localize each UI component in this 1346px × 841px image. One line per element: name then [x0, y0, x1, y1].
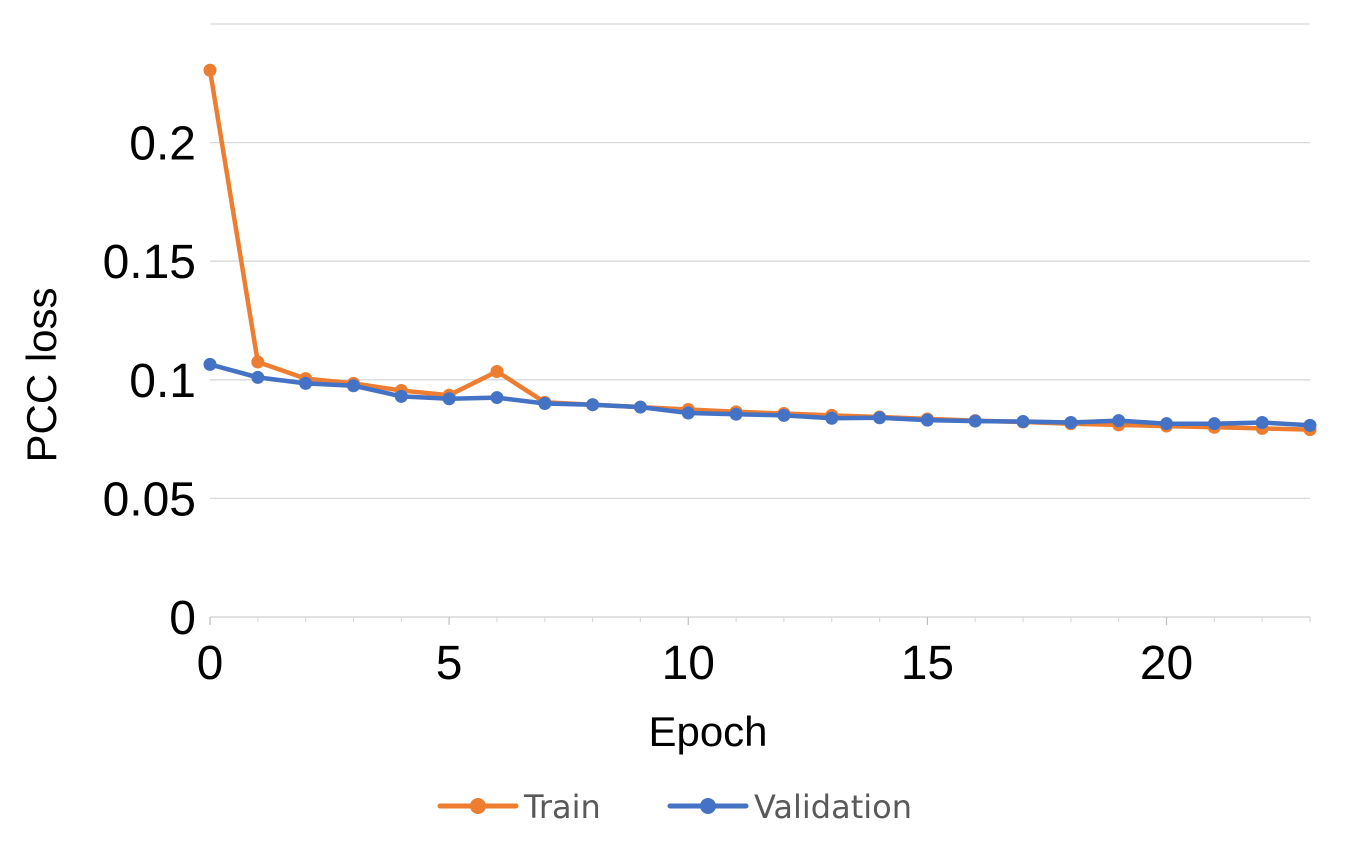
series-line-train — [207, 68, 1313, 432]
x-tick-label: 10 — [662, 637, 715, 690]
y-tick-label: 0 — [169, 592, 196, 645]
y-tick-label: 0.2 — [129, 118, 196, 171]
data-point-validation — [1303, 418, 1317, 432]
data-point-validation — [633, 400, 647, 414]
x-axis-title: Epoch — [648, 708, 767, 755]
series-line-validation — [207, 362, 1313, 428]
data-point-validation — [1160, 417, 1174, 431]
data-point-validation — [442, 392, 456, 406]
data-point-validation — [586, 398, 600, 412]
legend-label: Train — [523, 788, 601, 826]
data-point-validation — [1064, 415, 1078, 429]
data-point-validation — [203, 357, 217, 371]
data-point-validation — [299, 376, 313, 390]
y-tick-label: 0.1 — [129, 355, 196, 408]
x-tick-label: 15 — [901, 637, 954, 690]
tick-labels: 0 0.05 0.1 0.15 0.2 0 5 10 15 20 — [103, 118, 1194, 690]
data-point-train — [251, 355, 265, 369]
x-tick-label: 0 — [197, 637, 224, 690]
series-layer — [203, 63, 1317, 437]
data-point-validation — [538, 397, 552, 411]
data-point-validation — [873, 411, 887, 425]
data-point-train — [490, 364, 504, 378]
data-point-validation — [825, 411, 839, 425]
legend-swatch-marker — [700, 798, 716, 814]
data-point-validation — [1255, 415, 1269, 429]
gridlines — [210, 23, 1310, 500]
data-point-validation — [394, 389, 408, 403]
data-point-validation — [1016, 415, 1030, 429]
data-point-validation — [1207, 417, 1221, 431]
legend-item-validation: Validation — [667, 788, 912, 826]
data-point-validation — [968, 414, 982, 428]
data-point-validation — [346, 379, 360, 393]
data-point-train — [203, 63, 217, 77]
series-validation — [203, 357, 1317, 432]
x-axis — [209, 616, 1311, 625]
legend-label: Validation — [754, 788, 912, 826]
legend-item-train: Train — [437, 788, 601, 826]
data-point-validation — [729, 407, 743, 421]
legend: Train Validation — [437, 788, 912, 826]
data-point-validation — [251, 370, 265, 384]
y-tick-label: 0.05 — [103, 473, 196, 526]
data-point-validation — [490, 391, 504, 405]
data-point-validation — [1112, 414, 1126, 428]
x-tick-label: 5 — [436, 637, 463, 690]
data-point-validation — [681, 406, 695, 420]
data-point-validation — [920, 413, 934, 427]
y-tick-label: 0.15 — [103, 236, 196, 289]
data-point-validation — [777, 408, 791, 422]
legend-swatch-marker — [470, 798, 486, 814]
y-axis-title: PCC loss — [18, 287, 65, 462]
x-tick-label: 20 — [1140, 637, 1193, 690]
